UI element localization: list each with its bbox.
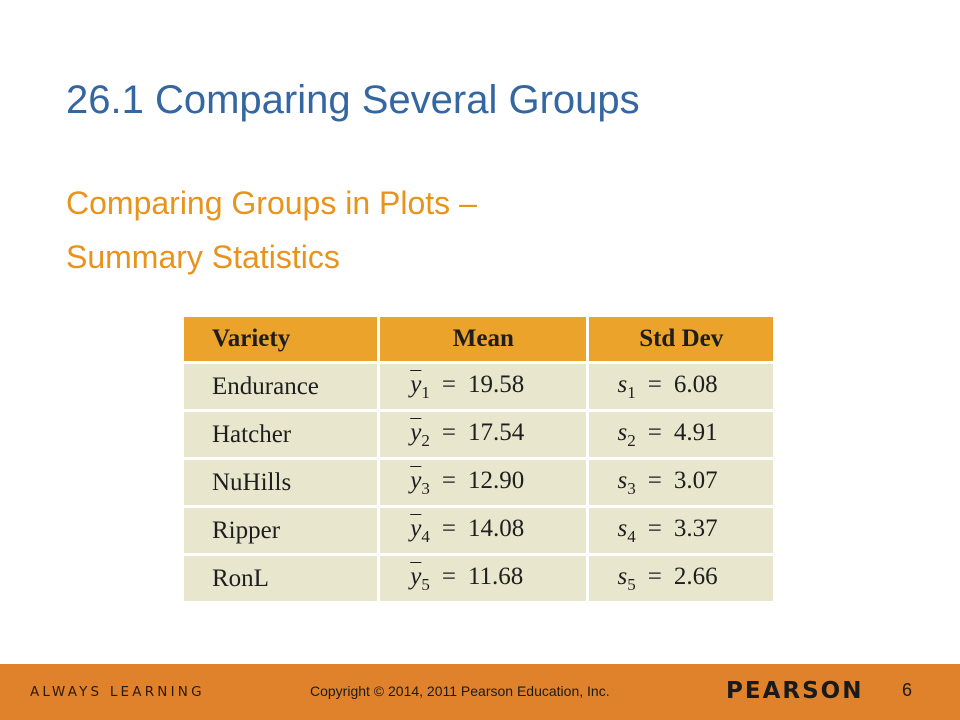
sd-symbol: s: [617, 562, 628, 590]
equals-sign: =: [647, 370, 662, 398]
sd-value: 2.66: [673, 562, 718, 590]
slide-title: 26.1 Comparing Several Groups: [66, 78, 640, 122]
table-row: RonL y5 = 11.68 s5 = 2.66: [184, 556, 773, 601]
sd-value: 3.37: [673, 514, 718, 542]
cell-std-dev: s4 = 3.37: [589, 508, 773, 553]
mean-subscript: 3: [421, 478, 430, 498]
sd-subscript: 1: [627, 382, 636, 402]
mean-symbol: y: [410, 562, 422, 590]
footer-bar: [0, 664, 960, 720]
cell-mean: y2 = 17.54: [380, 412, 587, 457]
sd-subscript: 2: [627, 430, 636, 450]
table-header-row: Variety Mean Std Dev: [184, 317, 773, 361]
mean-symbol: y: [410, 370, 422, 398]
page-number: 6: [902, 680, 913, 700]
cell-mean: y5 = 11.68: [380, 556, 587, 601]
mean-value: 11.68: [467, 562, 524, 590]
equals-sign: =: [441, 370, 456, 398]
footer-tagline: ALWAYS LEARNING: [30, 684, 205, 700]
mean-subscript: 1: [421, 382, 430, 402]
sd-subscript: 4: [627, 526, 636, 546]
mean-subscript: 4: [421, 526, 430, 546]
equals-sign: =: [441, 562, 456, 590]
sd-subscript: 3: [627, 478, 636, 498]
mean-subscript: 5: [421, 574, 430, 594]
mean-value: 14.08: [467, 514, 525, 542]
equals-sign: =: [647, 466, 662, 494]
cell-mean: y3 = 12.90: [380, 460, 587, 505]
sd-symbol: s: [617, 418, 628, 446]
cell-variety: Ripper: [184, 508, 378, 553]
summary-statistics-table: Variety Mean Std Dev Endurance y1 = 19.58 s1…: [184, 317, 773, 601]
equals-sign: =: [441, 514, 456, 542]
subtitle-line-2: Summary Statistics: [66, 239, 340, 275]
mean-value: 19.58: [467, 370, 525, 398]
mean-symbol: y: [410, 466, 422, 494]
equals-sign: =: [441, 466, 456, 494]
cell-variety: Hatcher: [184, 412, 378, 457]
sd-symbol: s: [617, 466, 628, 494]
equals-sign: =: [441, 418, 456, 446]
cell-std-dev: s3 = 3.07: [589, 460, 773, 505]
mean-value: 17.54: [467, 418, 525, 446]
sd-symbol: s: [617, 370, 628, 398]
pearson-logo: PEARSON: [726, 678, 864, 704]
stats-table: Variety Mean Std Dev Endurance y1 = 19.58 s1…: [181, 314, 776, 604]
footer-copyright: Copyright © 2014, 2011 Pearson Education…: [310, 683, 610, 699]
cell-variety: Endurance: [184, 364, 378, 409]
mean-subscript: 2: [421, 430, 430, 450]
cell-std-dev: s5 = 2.66: [589, 556, 773, 601]
header-mean: Mean: [380, 317, 587, 361]
table-row: NuHills y3 = 12.90 s3 = 3.07: [184, 460, 773, 505]
subtitle-line-1: Comparing Groups in Plots –: [66, 185, 477, 221]
mean-value: 12.90: [467, 466, 525, 494]
table-row: Hatcher y2 = 17.54 s2 = 4.91: [184, 412, 773, 457]
mean-symbol: y: [410, 418, 422, 446]
sd-value: 6.08: [673, 370, 718, 398]
equals-sign: =: [647, 418, 662, 446]
cell-mean: y1 = 19.58: [380, 364, 587, 409]
table-row: Ripper y4 = 14.08 s4 = 3.37: [184, 508, 773, 553]
header-variety: Variety: [184, 317, 378, 361]
sd-value: 4.91: [673, 418, 718, 446]
sd-value: 3.07: [673, 466, 718, 494]
table-row: Endurance y1 = 19.58 s1 = 6.08: [184, 364, 773, 409]
equals-sign: =: [647, 514, 662, 542]
cell-mean: y4 = 14.08: [380, 508, 587, 553]
sd-symbol: s: [617, 514, 628, 542]
cell-variety: NuHills: [184, 460, 378, 505]
header-std-dev: Std Dev: [589, 317, 773, 361]
mean-symbol: y: [410, 514, 422, 542]
equals-sign: =: [647, 562, 662, 590]
sd-subscript: 5: [627, 574, 636, 594]
cell-std-dev: s1 = 6.08: [589, 364, 773, 409]
slide-subtitle: Comparing Groups in Plots – Summary Stat…: [66, 176, 477, 284]
cell-variety: RonL: [184, 556, 378, 601]
cell-std-dev: s2 = 4.91: [589, 412, 773, 457]
